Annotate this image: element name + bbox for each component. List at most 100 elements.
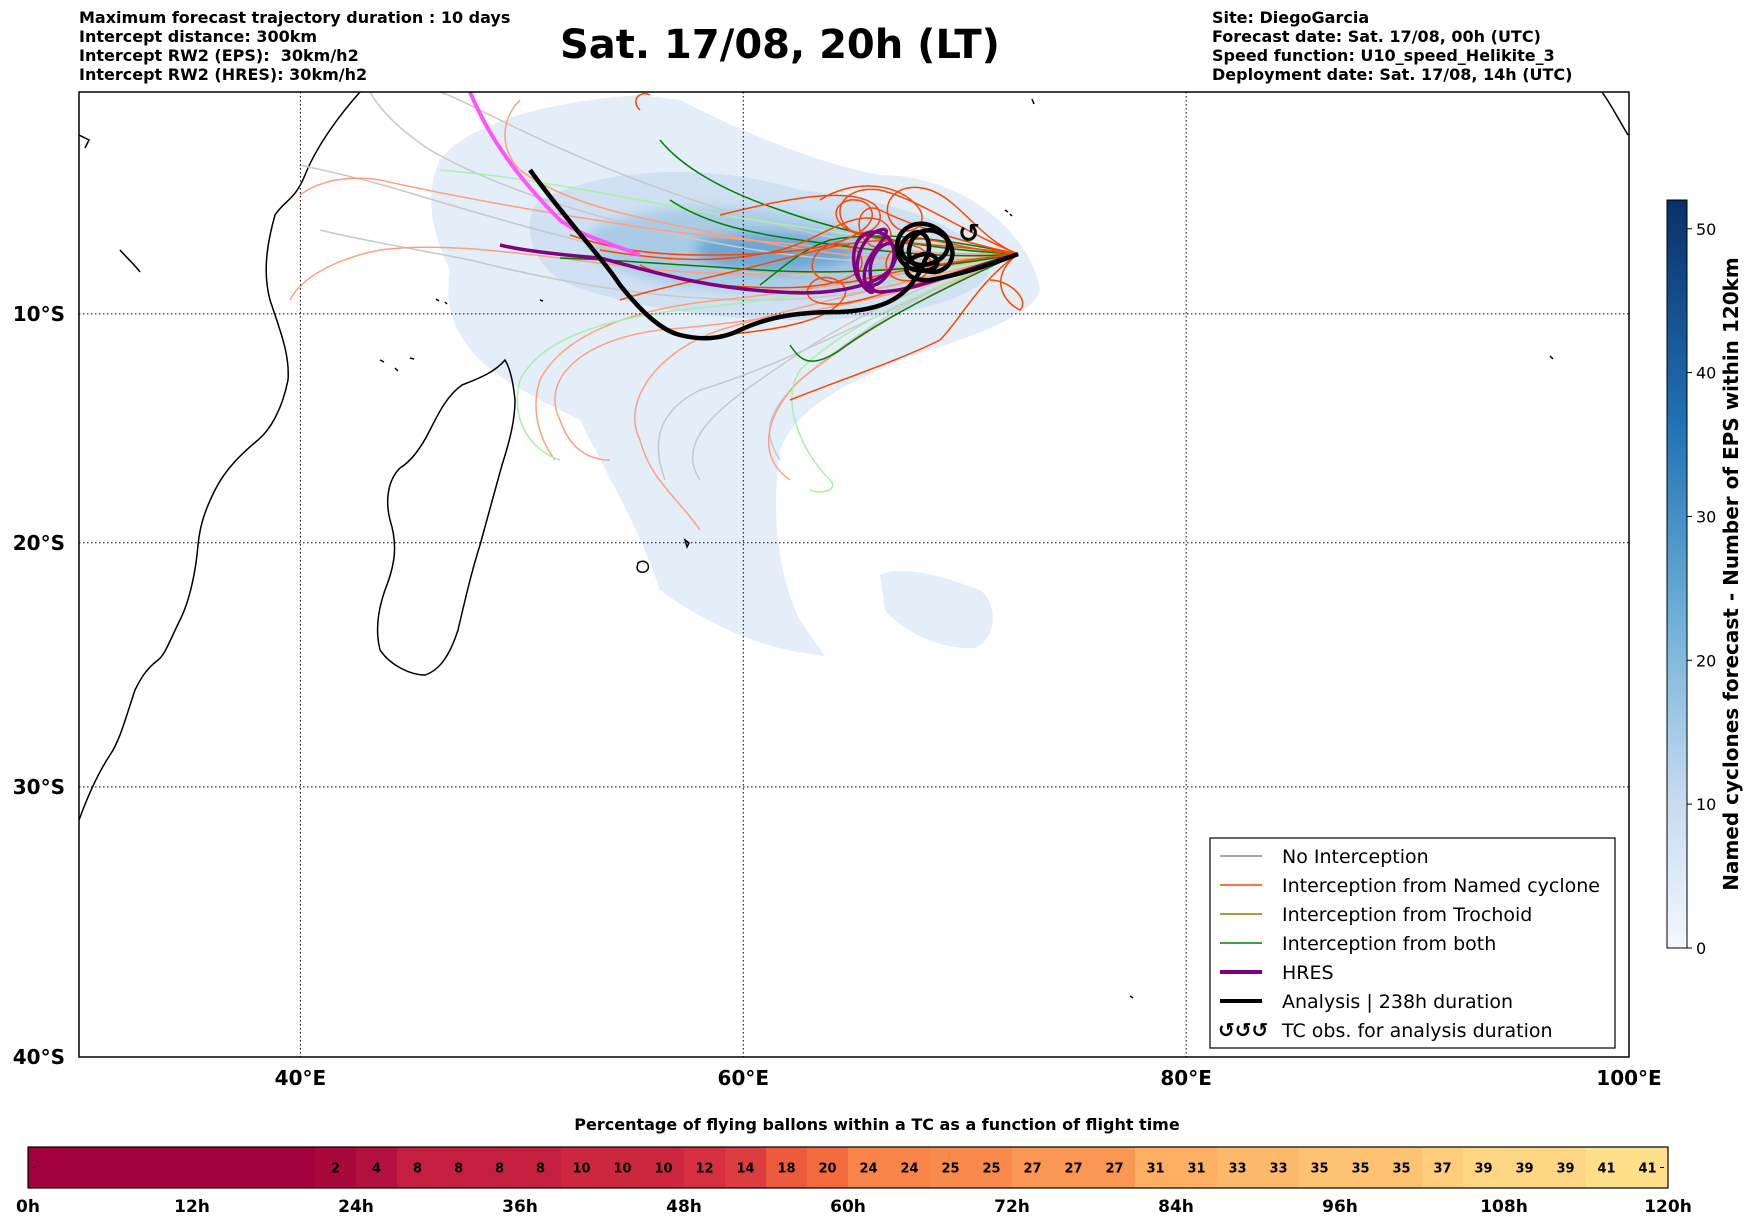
- flight-bar-cell: [438, 1147, 480, 1188]
- madagascar-coast: [376, 358, 516, 676]
- flight-bar-value: 2: [331, 1162, 340, 1177]
- flight-bar-cell: [1545, 1147, 1587, 1188]
- flight-bar-value: 39: [1474, 1162, 1492, 1177]
- forecast-date-text: Forecast date: Sat. 17/08, 00h (UTC): [1212, 27, 1541, 46]
- flight-time-tick: 12h: [174, 1197, 210, 1217]
- flight-bar-value: 41: [1638, 1162, 1656, 1177]
- flight-bar-cell: [1012, 1147, 1054, 1188]
- flight-bar-value: 35: [1392, 1162, 1410, 1177]
- colorbar-title: Named cyclones forecast - Number of EPS …: [1719, 257, 1743, 891]
- map-title: Sat. 17/08, 20h (LT): [560, 22, 1000, 68]
- trajectory: [759, 235, 1019, 286]
- trajectory: [768, 253, 1019, 481]
- lat-tick-label: 30°S: [13, 775, 65, 799]
- mauritius-island: [636, 560, 650, 573]
- trajectory: [554, 253, 1019, 461]
- analysis-loop: [906, 228, 955, 275]
- colorbar-tick-label: 10: [1696, 795, 1716, 814]
- flight-time-bar: Percentage of flying ballons within a TC…: [16, 1115, 1692, 1217]
- lon-tick-label: 40°E: [275, 1066, 327, 1090]
- flight-bar-value: 41: [1597, 1162, 1615, 1177]
- flight-bar-value: 25: [941, 1162, 959, 1177]
- trajectory: [319, 229, 1019, 301]
- flight-bar-value: 33: [1228, 1162, 1246, 1177]
- site-text: Site: DiegoGarcia: [1212, 8, 1370, 27]
- flight-time-tick: 96h: [1322, 1197, 1358, 1217]
- flight-bar-cell: [356, 1147, 398, 1188]
- legend-box: [1209, 837, 1616, 1049]
- trajectory: [599, 207, 1019, 261]
- comoros-islands: [379, 357, 415, 372]
- max-duration-text: Maximum forecast trajectory duration : 1…: [79, 8, 511, 27]
- legend-label: No Interception: [1282, 846, 1429, 868]
- hres-initial-segment: [468, 92, 641, 257]
- flight-bar-value: 24: [900, 1162, 918, 1177]
- flight-bar-value: 39: [1556, 1162, 1574, 1177]
- density-area-south: [880, 570, 993, 649]
- lat-tick-label: 10°S: [13, 302, 65, 326]
- africa-coast: [79, 92, 361, 821]
- colorbar-gradient: [1666, 199, 1688, 949]
- flight-bar-value: 8: [495, 1162, 504, 1177]
- flight-bar-cell: [192, 1147, 234, 1188]
- speed-function-text: Speed function: U10_speed_Helikite_3: [1212, 46, 1555, 65]
- flight-bar-value: 33: [1269, 1162, 1287, 1177]
- legend-label: TC obs. for analysis duration: [1281, 1020, 1553, 1042]
- flight-bar-frame: [27, 1146, 1669, 1189]
- legend-tc-symbol-icon: ↺↺↺: [1218, 1018, 1268, 1042]
- trajectory: [789, 253, 1019, 362]
- legend-items: No Interception Interception from Named c…: [1218, 846, 1600, 1042]
- flight-bar-cell: [930, 1147, 972, 1188]
- flight-bar-cell: [1176, 1147, 1218, 1188]
- flight-bar-value: 12: [695, 1162, 713, 1177]
- colorbar-tick-label: 40: [1696, 364, 1716, 383]
- flight-bar-cell: [1135, 1147, 1177, 1188]
- lat-tick-label: 20°S: [13, 531, 65, 555]
- trajectory: [559, 253, 1019, 273]
- flight-bar-value: 10: [613, 1162, 631, 1177]
- map-content: ↺: [79, 92, 1629, 1057]
- colorbar-tick-label: 30: [1696, 507, 1716, 526]
- flight-bar-cell: [397, 1147, 439, 1188]
- colorbar-ticks: 0 10 20 30 40 50: [1687, 220, 1716, 958]
- lat-tick-label: 40°S: [13, 1045, 65, 1069]
- intercept-eps-text: Intercept RW2 (EPS): 30km/h2: [79, 46, 359, 65]
- flight-time-tick: 36h: [502, 1197, 538, 1217]
- flight-bar-value: 31: [1187, 1162, 1205, 1177]
- flight-bar-cell: [1340, 1147, 1382, 1188]
- flight-time-tick: 120h: [1644, 1197, 1692, 1217]
- legend-label: Interception from Trochoid: [1282, 904, 1532, 926]
- flight-bar-cell: [1463, 1147, 1505, 1188]
- flight-bar-cell: [520, 1147, 562, 1188]
- map-frame: [78, 91, 1630, 1058]
- maldives-islands: [1031, 92, 1629, 136]
- flight-bar-value: 27: [1023, 1162, 1041, 1177]
- trajectory: [369, 92, 1019, 263]
- flight-bar-value: 8: [413, 1162, 422, 1177]
- flight-bar-cell: [1217, 1147, 1259, 1188]
- flight-bar-value: 20: [818, 1162, 836, 1177]
- intercept-distance-text: Intercept distance: 300km: [79, 27, 318, 46]
- intercept-hres-text: Intercept RW2 (HRES): 30km/h2: [79, 65, 368, 84]
- flight-bar-cell: [807, 1147, 849, 1188]
- flight-bar-cell: [889, 1147, 931, 1188]
- trajectory: [819, 185, 1019, 255]
- hres-loop: [852, 230, 896, 288]
- legend-label: HRES: [1282, 962, 1334, 984]
- longitude-labels: 40°E 60°E 80°E 100°E: [275, 1066, 1662, 1090]
- flight-bar-cell: [479, 1147, 521, 1188]
- flight-bar-cell: [151, 1147, 193, 1188]
- reunion-island: [683, 538, 690, 550]
- flight-bar-value: 31: [1146, 1162, 1164, 1177]
- lon-tick-label: 60°E: [718, 1066, 770, 1090]
- gridlines: [79, 92, 1629, 1057]
- flight-bar-value: 8: [454, 1162, 463, 1177]
- flight-bar-value: 27: [1064, 1162, 1082, 1177]
- flight-bar-cell: [684, 1147, 726, 1188]
- chagos-islands: [1004, 209, 1554, 999]
- flight-bar-value: 10: [654, 1162, 672, 1177]
- arabia-coast: [79, 134, 141, 273]
- flight-time-tick: 0h: [16, 1197, 40, 1217]
- trajectory: [989, 253, 1024, 311]
- legend-label: Interception from both: [1282, 933, 1496, 955]
